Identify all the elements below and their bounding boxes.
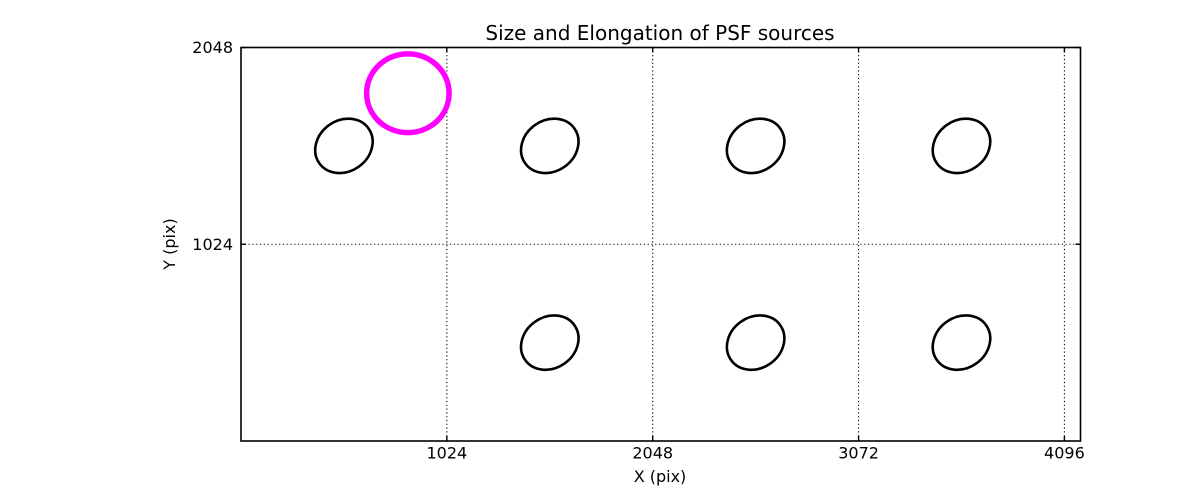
plot-title: Size and Elongation of PSF sources bbox=[485, 21, 834, 45]
psf-source-ellipse bbox=[931, 314, 992, 372]
x-tick-label: 3072 bbox=[838, 444, 879, 463]
y-axis-label: Y (pix) bbox=[160, 218, 179, 270]
psf-sources bbox=[313, 117, 992, 372]
reference-circle-group bbox=[363, 51, 452, 136]
y-tick-label: 2048 bbox=[192, 38, 233, 57]
x-axis-label: X (pix) bbox=[634, 467, 687, 486]
psf-source-ellipse bbox=[725, 314, 786, 372]
psf-source-ellipse bbox=[313, 117, 374, 175]
x-tick-label: 1024 bbox=[426, 444, 467, 463]
reference-circle bbox=[363, 51, 452, 136]
psf-source-ellipse bbox=[519, 117, 580, 175]
y-tick-label: 1024 bbox=[192, 235, 233, 254]
psf-source-ellipse bbox=[931, 117, 992, 175]
x-tick-label: 4096 bbox=[1044, 444, 1085, 463]
x-tick-label: 2048 bbox=[632, 444, 673, 463]
tick-marks bbox=[241, 46, 1081, 441]
tick-labels: 1024 2048 3072 4096 1024 2048 bbox=[192, 38, 1084, 463]
psf-source-ellipse bbox=[725, 117, 786, 175]
psf-source-ellipse bbox=[519, 314, 580, 372]
